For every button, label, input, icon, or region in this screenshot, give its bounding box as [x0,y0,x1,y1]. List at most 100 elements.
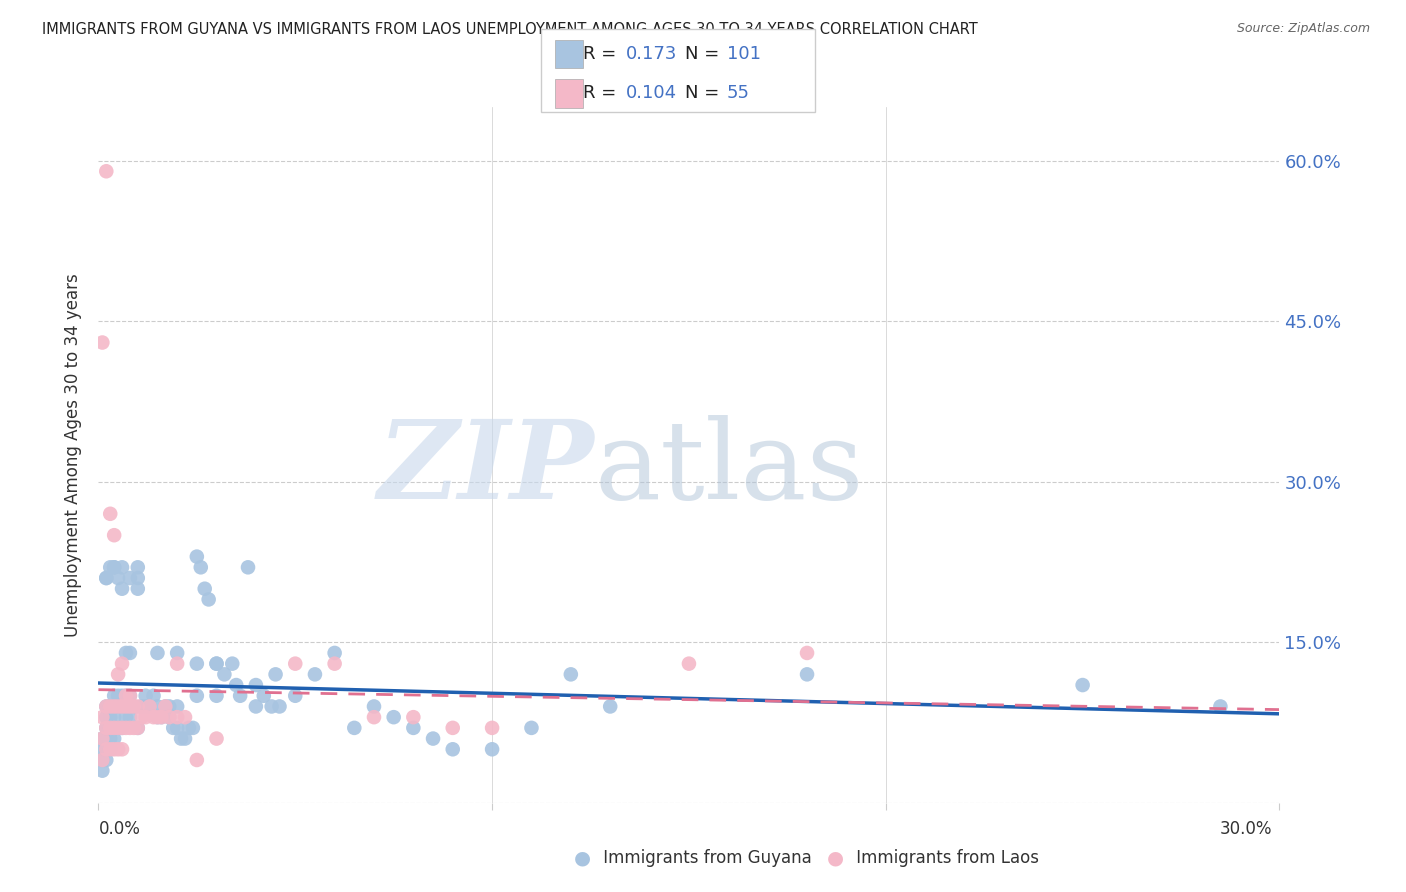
Point [98,721,121,735]
Point [166,721,188,735]
Point [118,689,141,703]
Point [402,710,425,724]
Point [481,742,503,756]
Point [103,699,125,714]
Point [181,721,204,735]
Point [166,646,188,660]
Point [103,560,125,574]
Point [186,689,208,703]
Point [205,657,228,671]
Point [221,657,243,671]
Point [1209,699,1232,714]
Text: ●: ● [827,848,844,868]
Point [135,710,157,724]
Point [115,699,138,714]
Point [441,742,464,756]
Point [98,721,121,735]
Point [107,689,129,703]
Point [205,731,228,746]
Point [146,710,169,724]
Point [91,753,114,767]
Point [91,710,114,724]
Point [363,699,385,714]
Point [122,721,145,735]
Point [186,549,208,564]
Point [481,721,503,735]
Point [186,657,208,671]
Point [91,742,114,756]
Point [135,689,157,703]
Point [111,721,134,735]
Point [91,753,114,767]
Point [111,582,134,596]
Text: 0.0%: 0.0% [98,820,141,838]
Point [205,657,228,671]
Text: Immigrants from Guyana: Immigrants from Guyana [598,849,811,867]
Point [91,731,114,746]
Point [382,710,405,724]
Point [194,582,217,596]
Point [103,710,125,724]
Point [96,753,118,767]
Text: ZIP: ZIP [378,415,595,523]
Text: 55: 55 [727,85,749,103]
Point [229,689,252,703]
Point [91,335,114,350]
Point [402,721,425,735]
Point [146,710,169,724]
Point [96,742,118,756]
Point [146,699,169,714]
Text: N =: N = [685,45,724,63]
Point [98,560,121,574]
Point [343,721,366,735]
Point [107,721,129,735]
Text: R =: R = [583,85,623,103]
Point [98,731,121,746]
Point [98,699,121,714]
Point [98,699,121,714]
Point [131,699,153,714]
Point [103,721,125,735]
Point [678,657,700,671]
Point [118,646,141,660]
Point [91,731,114,746]
Point [115,646,138,660]
Point [304,667,326,681]
Point [118,571,141,585]
Point [166,710,188,724]
Text: IMMIGRANTS FROM GUYANA VS IMMIGRANTS FROM LAOS UNEMPLOYMENT AMONG AGES 30 TO 34 : IMMIGRANTS FROM GUYANA VS IMMIGRANTS FRO… [42,22,979,37]
Point [103,731,125,746]
Text: Immigrants from Laos: Immigrants from Laos [851,849,1039,867]
Point [98,742,121,756]
Point [107,742,129,756]
Y-axis label: Unemployment Among Ages 30 to 34 years: Unemployment Among Ages 30 to 34 years [65,273,83,637]
Text: 30.0%: 30.0% [1220,820,1272,838]
Text: R =: R = [583,45,623,63]
Point [107,667,129,681]
Point [264,667,287,681]
Point [96,571,118,585]
Point [98,507,121,521]
Point [796,667,818,681]
Point [253,689,276,703]
Point [177,721,200,735]
Point [107,721,129,735]
Point [284,657,307,671]
Point [122,699,145,714]
Point [260,699,283,714]
Point [205,689,228,703]
Text: 0.173: 0.173 [626,45,678,63]
Point [107,571,129,585]
Point [103,699,125,714]
Point [1071,678,1094,692]
Text: atlas: atlas [595,416,865,523]
Point [138,699,160,714]
Point [127,571,149,585]
Point [186,753,208,767]
Point [166,657,188,671]
Point [150,710,173,724]
Point [197,592,219,607]
Point [162,721,184,735]
Point [560,667,582,681]
Point [166,699,188,714]
